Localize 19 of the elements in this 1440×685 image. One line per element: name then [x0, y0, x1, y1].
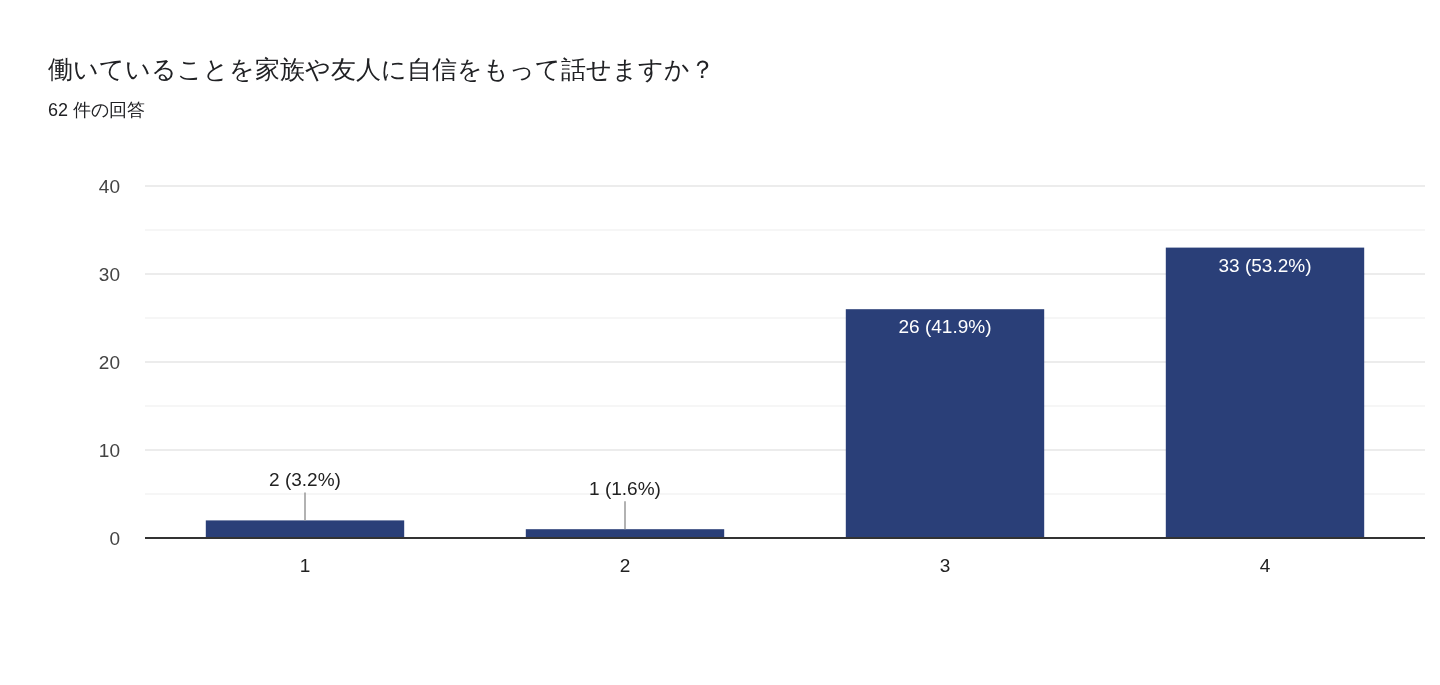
y-tick-label: 10	[98, 440, 120, 461]
x-tick-label: 1	[299, 555, 311, 576]
bar	[205, 520, 405, 538]
data-label: 33 (53.2%)	[1218, 254, 1312, 276]
chart-subtitle: 62 件の回答	[48, 100, 146, 120]
y-tick-label: 0	[109, 528, 120, 549]
y-tick-label: 20	[98, 352, 120, 373]
y-tick-label: 40	[98, 176, 120, 197]
bar	[1165, 247, 1365, 538]
x-tick-label: 4	[1259, 555, 1271, 576]
x-tick-label: 2	[619, 555, 631, 576]
data-label: 26 (41.9%)	[898, 316, 992, 338]
bar	[845, 309, 1045, 538]
x-tick-label: 3	[939, 555, 951, 576]
bar	[525, 529, 725, 538]
y-tick-label: 30	[98, 264, 120, 285]
data-label: 1 (1.6%)	[589, 478, 661, 500]
data-label: 2 (3.2%)	[269, 469, 341, 491]
chart-title: 働いていることを家族や友人に自信をもって話せますか？	[48, 55, 715, 83]
